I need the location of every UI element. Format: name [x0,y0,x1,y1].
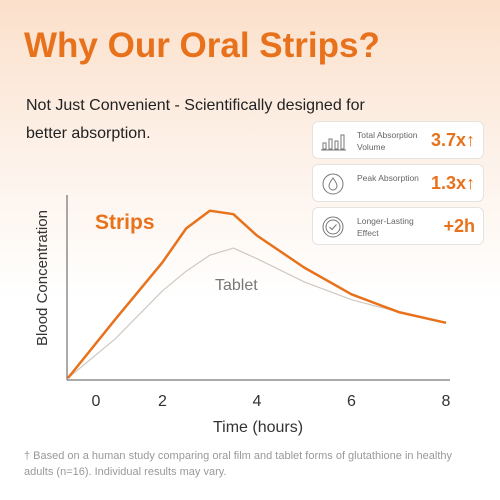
x-tick-label: 0 [92,393,101,410]
y-axis-label: Blood Concentration [34,210,51,346]
title: Why Our Oral Strips? [24,26,380,65]
card-label: Longer-Lasting Effect [357,216,414,238]
card-label: Total Absorption Volume [357,130,418,152]
x-tick-label: 4 [253,393,262,410]
card-label: Peak Absorption [357,173,419,183]
subtitle: Not Just Convenient - Scientifically des… [26,97,365,142]
card-value: 1.3x↑ [430,173,475,193]
x-tick-label: 8 [442,393,451,410]
card-value: +2h [443,216,475,236]
stat-card: Total Absorption Volume 3.7x↑ [312,121,484,159]
x-axis-label: Time (hours) [213,419,303,436]
stat-card: Peak Absorption 1.3x↑ [312,164,484,202]
icon [322,173,344,195]
footnote: † Based on a human study comparing oral … [24,450,453,478]
series-label: Tablet [215,277,258,294]
series-label: Strips [95,211,155,234]
card-value: 3.7x↑ [430,130,475,150]
series-line [67,209,447,379]
x-tick-label: 6 [347,393,356,410]
icon [321,134,346,151]
stat-card: Longer-Lasting Effect +2h [312,207,484,245]
icon [322,216,344,238]
x-tick-label: 2 [158,393,167,410]
series-line [67,247,447,379]
